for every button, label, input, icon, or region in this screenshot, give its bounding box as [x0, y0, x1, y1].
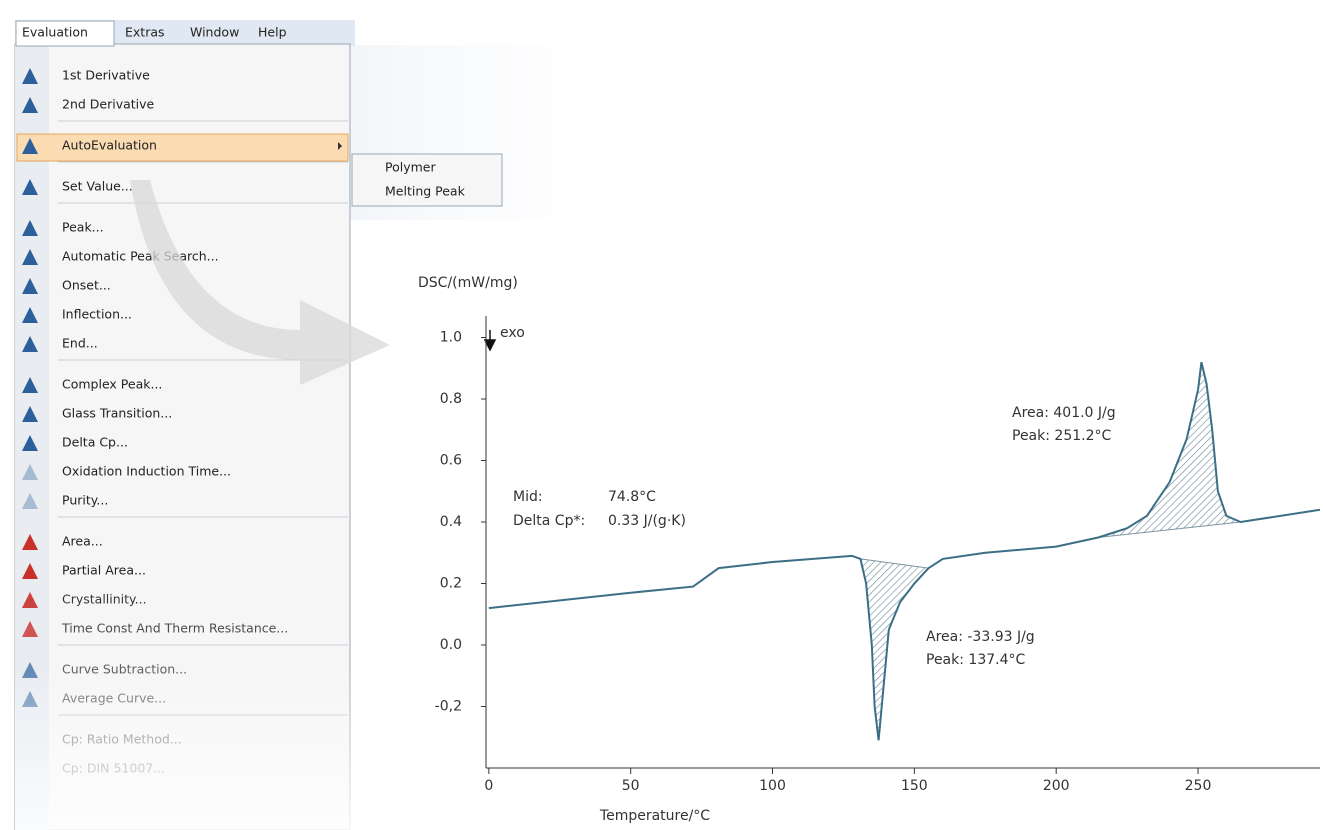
menu-bar-item[interactable]: Window	[190, 25, 239, 40]
annotation: Area: -33.93 J/g	[926, 629, 1035, 645]
submenu-item[interactable]: Melting Peak	[385, 184, 466, 199]
x-tick-label: 250	[1185, 778, 1212, 794]
y-tick-label: -0,2	[435, 699, 462, 715]
y-axis-label: DSC/(mW/mg)	[418, 275, 518, 291]
screen: EvaluationExtrasWindowHelp1st Derivative…	[0, 0, 1323, 830]
annotation: Area: 401.0 J/g	[1012, 405, 1116, 421]
y-tick-label: 1.0	[440, 330, 462, 346]
menu-bar-item[interactable]: Extras	[125, 25, 165, 40]
menu-bar-item[interactable]: Evaluation	[22, 25, 88, 40]
peak-area	[1099, 362, 1241, 537]
exo-label: exo	[500, 325, 525, 341]
x-tick-label: 150	[901, 778, 928, 794]
y-tick-label: 0.0	[440, 637, 462, 653]
x-tick-label: 0	[484, 778, 493, 794]
menu-fade	[15, 44, 351, 830]
chart: DSC/(mW/mg) Temperature/°C exo Mid: 74.8…	[418, 275, 1320, 824]
annotation: 0.33 J/(g·K)	[608, 513, 686, 529]
y-tick-label: 0.4	[440, 514, 462, 530]
annotation: Delta Cp*:	[513, 513, 585, 529]
peak-area	[860, 559, 928, 740]
x-tick-label: 200	[1043, 778, 1070, 794]
annotation: 74.8°C	[608, 489, 656, 505]
x-tick-label: 100	[759, 778, 786, 794]
annotation: Peak: 251.2°C	[1012, 428, 1111, 444]
annotation: Mid:	[513, 489, 543, 505]
y-tick-label: 0.8	[440, 391, 462, 407]
y-tick-label: 0.2	[440, 576, 462, 592]
menu-bar-item[interactable]: Help	[258, 25, 287, 40]
y-tick-label: 0.6	[440, 453, 462, 469]
annotation: Peak: 137.4°C	[926, 652, 1025, 668]
submenu-item[interactable]: Polymer	[385, 160, 436, 175]
x-axis-label: Temperature/°C	[599, 808, 710, 824]
x-tick-label: 50	[622, 778, 640, 794]
